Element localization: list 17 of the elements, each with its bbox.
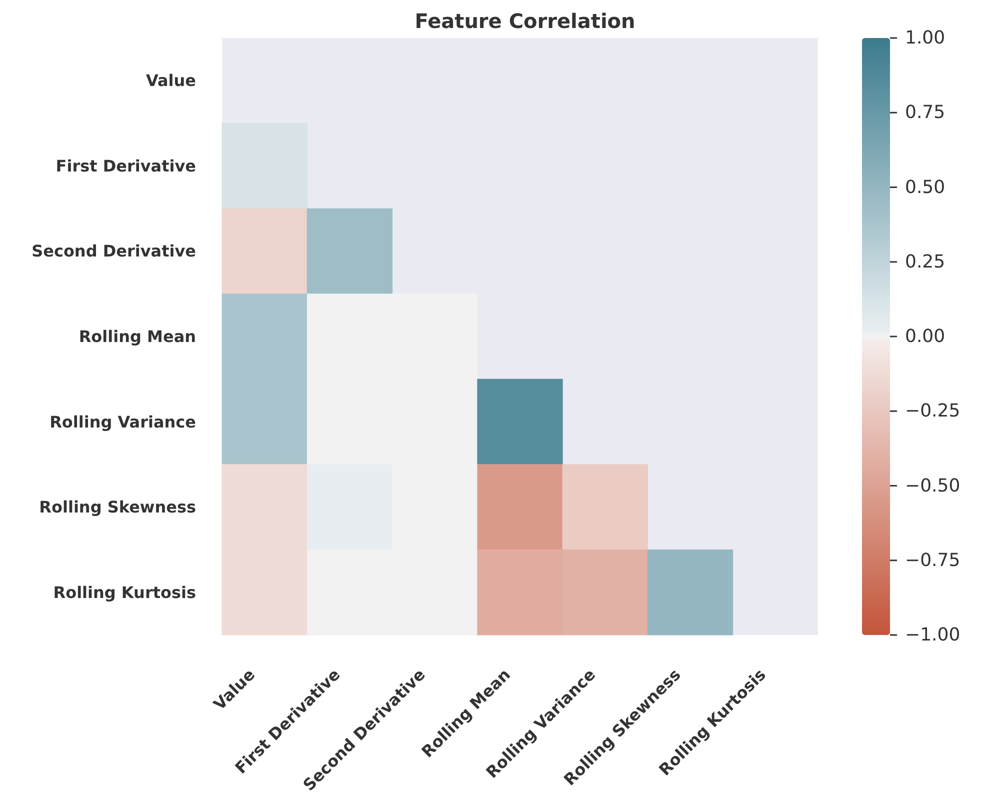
chart-title: Feature Correlation [414,9,636,33]
color-bar-label: 0.50 [905,176,946,198]
y-tick-label: First Derivative [56,156,196,176]
color-bar-label: 0.75 [905,102,946,124]
color-bar-label: −0.25 [905,400,960,422]
color-bar-label: 1.00 [905,28,946,48]
color-bar-label: 0.00 [905,326,946,347]
color-bar-label: −1.00 [905,624,960,646]
y-tick-label: Second Derivative [32,242,196,261]
color-bar-label: 0.25 [905,251,946,272]
color-bar-label: −0.50 [905,475,960,496]
y-tick-label: Value [146,71,196,90]
y-tick-label: Rolling Kurtosis [53,582,196,602]
y-tick-label: Rolling Mean [78,327,196,346]
color-bar-label: −0.75 [905,550,960,571]
y-tick-label: Rolling Variance [50,412,196,432]
y-tick-label: Rolling Skewness [39,498,196,517]
